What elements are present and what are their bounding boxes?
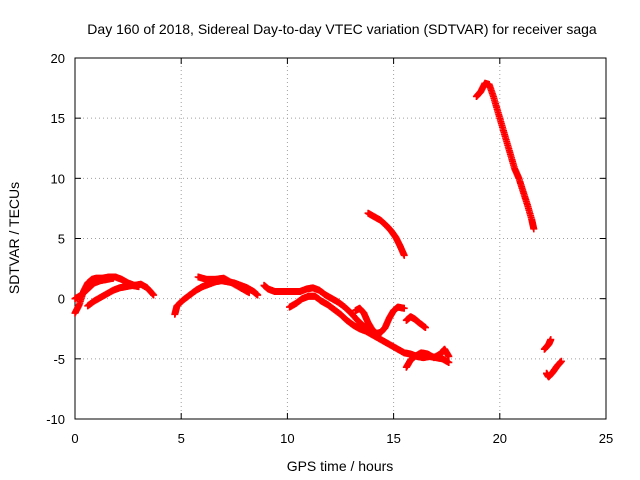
- data-point: [400, 304, 408, 312]
- x-axis-label: GPS time / hours: [287, 458, 394, 474]
- series-arc-3c: [351, 303, 408, 338]
- series-arc-2: [171, 277, 262, 318]
- x-tick-label: 20: [493, 431, 507, 446]
- data-point: [150, 291, 158, 299]
- data-point: [445, 352, 453, 360]
- data-point: [557, 357, 565, 365]
- series-arc-5: [472, 79, 538, 233]
- plot-frame: [74, 57, 607, 420]
- axis-ticks: -10 -5 0 5 10 15 20 0 5 10 15 20 25: [46, 51, 613, 446]
- chart-title: Day 160 of 2018, Sidereal Day-to-day VTE…: [87, 21, 597, 37]
- x-tick-label: 5: [178, 431, 185, 446]
- data-point: [547, 336, 555, 344]
- data-point: [530, 225, 538, 233]
- x-tick-label: 25: [599, 431, 613, 446]
- y-tick-label: -10: [46, 412, 65, 427]
- y-tick-label: 15: [51, 111, 65, 126]
- series-arc-1b: [71, 274, 117, 303]
- data-point: [135, 283, 143, 291]
- series-arc-3e: [402, 345, 453, 371]
- data-point: [400, 251, 408, 259]
- series-arc-3d: [402, 313, 429, 332]
- grid: [75, 58, 606, 419]
- data-point: [245, 289, 253, 297]
- y-tick-label: 0: [58, 292, 65, 307]
- x-tick-label: 10: [280, 431, 294, 446]
- data-point: [109, 274, 117, 282]
- y-tick-label: 5: [58, 232, 65, 247]
- data-point: [254, 291, 262, 299]
- series-arc-7: [543, 357, 565, 381]
- y-axis-label: SDTVAR / TECUs: [6, 182, 22, 294]
- series-arc-4: [364, 209, 408, 259]
- series-arc-2b: [194, 273, 253, 297]
- y-tick-label: -5: [53, 352, 65, 367]
- x-tick-label: 0: [71, 431, 78, 446]
- series-arc-1c: [84, 281, 143, 310]
- x-tick-label: 15: [386, 431, 400, 446]
- data-points: [71, 79, 565, 381]
- y-tick-label: 20: [51, 51, 65, 66]
- y-tick-label: 10: [51, 171, 65, 186]
- data-point: [445, 358, 453, 366]
- series-arc-6: [540, 336, 555, 353]
- data-point: [421, 324, 429, 332]
